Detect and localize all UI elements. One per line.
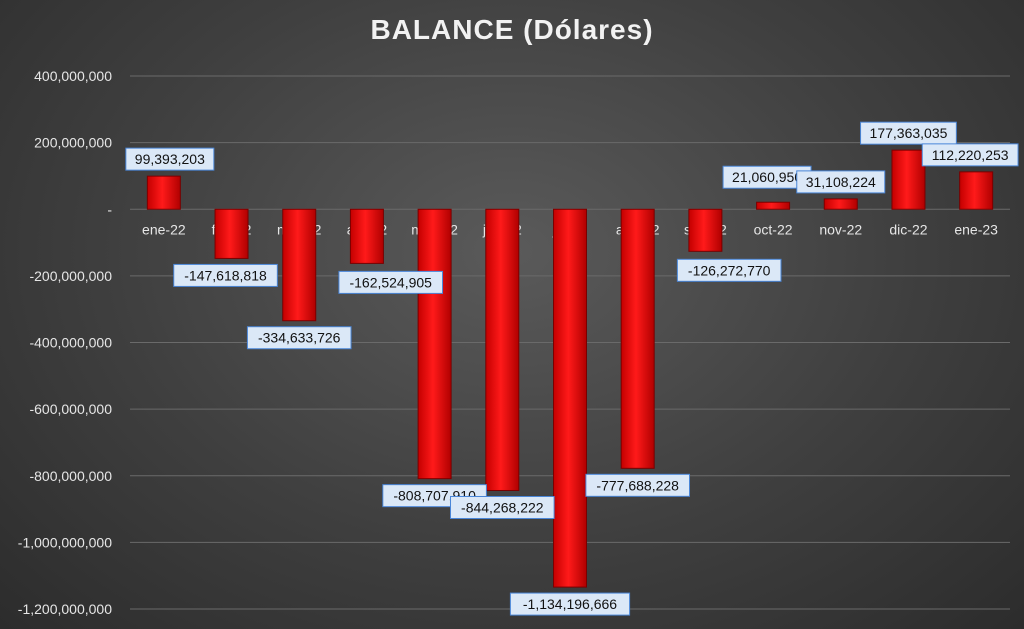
bar [417,208,452,480]
bar [688,208,723,252]
data-label-box [585,473,690,497]
x-tick-label: oct-22 [754,221,793,237]
bar [620,208,655,469]
y-tick-label: 400,000,000 [34,68,112,84]
y-tick-label: -400,000,000 [29,335,112,351]
data-label: -162,524,905 [349,274,432,290]
x-tick-label: nov-22 [819,221,862,237]
data-label: 177,363,035 [870,125,948,141]
data-label: 31,108,224 [806,174,876,190]
x-tick-label: ene-23 [954,221,998,237]
bar [485,208,520,491]
data-label-box [246,326,352,350]
y-tick-label: - [107,201,112,217]
bar [756,201,791,210]
data-label-box [921,143,1019,167]
data-label-box [450,495,555,519]
chart-title: BALANCE (Dólares) [370,14,654,45]
data-label: -1,134,196,666 [523,596,617,612]
bar [823,198,858,210]
bar [146,175,181,210]
data-label-box [860,121,957,145]
bar [891,149,926,210]
bar [349,208,384,264]
data-label-box [125,147,215,171]
data-label: -126,272,770 [688,262,771,278]
y-tick-label: -200,000,000 [29,268,112,284]
data-label: -844,268,222 [461,499,544,515]
data-label: -777,688,228 [596,477,679,493]
y-tick-label: 200,000,000 [34,135,112,151]
bar [553,208,587,588]
y-tick-label: -800,000,000 [29,468,112,484]
data-label: 21,060,950 [732,169,802,185]
data-label-box [509,592,631,616]
bar [282,208,317,322]
y-tick-label: -1,000,000,000 [18,534,112,550]
data-label-box [676,258,782,282]
x-tick-label: dic-22 [889,221,927,237]
data-label: -334,633,726 [258,330,341,346]
data-label: -147,618,818 [184,267,267,283]
y-tick-label: -1,200,000,000 [18,601,112,617]
data-label: 112,220,253 [932,147,1009,163]
data-label: 99,393,203 [135,151,205,167]
x-tick-label: ene-22 [142,221,186,237]
data-label-box [173,263,278,287]
data-label-box [796,170,886,194]
data-label-box [338,270,444,294]
bar [959,171,994,210]
bar [214,208,249,259]
y-tick-label: -600,000,000 [29,401,112,417]
